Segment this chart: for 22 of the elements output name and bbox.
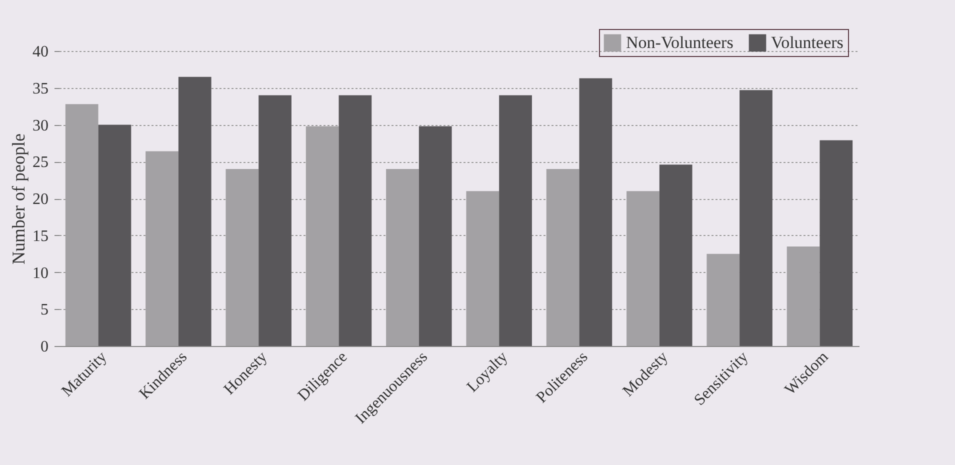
bar: [659, 164, 692, 346]
y-tick-label: 30: [32, 117, 48, 134]
bar: [98, 124, 132, 346]
legend-label: Non-Volunteers: [626, 32, 734, 52]
bar: [740, 90, 772, 346]
bar: [178, 76, 212, 346]
legend-label: Volunteers: [771, 32, 844, 52]
y-tick-label: 0: [40, 338, 48, 356]
bar: [499, 95, 532, 346]
bar: [338, 95, 372, 346]
y-tick-label: 20: [32, 191, 48, 208]
y-tick-label: 25: [32, 154, 48, 172]
y-axis-title: Number of people: [8, 134, 28, 264]
bar: [579, 78, 612, 346]
bar: [418, 126, 452, 346]
bar: [820, 140, 853, 346]
y-tick-label: 40: [32, 44, 48, 60]
y-tick-label: 10: [32, 264, 48, 282]
bar: [258, 95, 292, 346]
y-tick-label: 15: [32, 228, 48, 245]
y-tick-label: 35: [32, 80, 48, 98]
y-tick-label: 5: [40, 302, 48, 319]
